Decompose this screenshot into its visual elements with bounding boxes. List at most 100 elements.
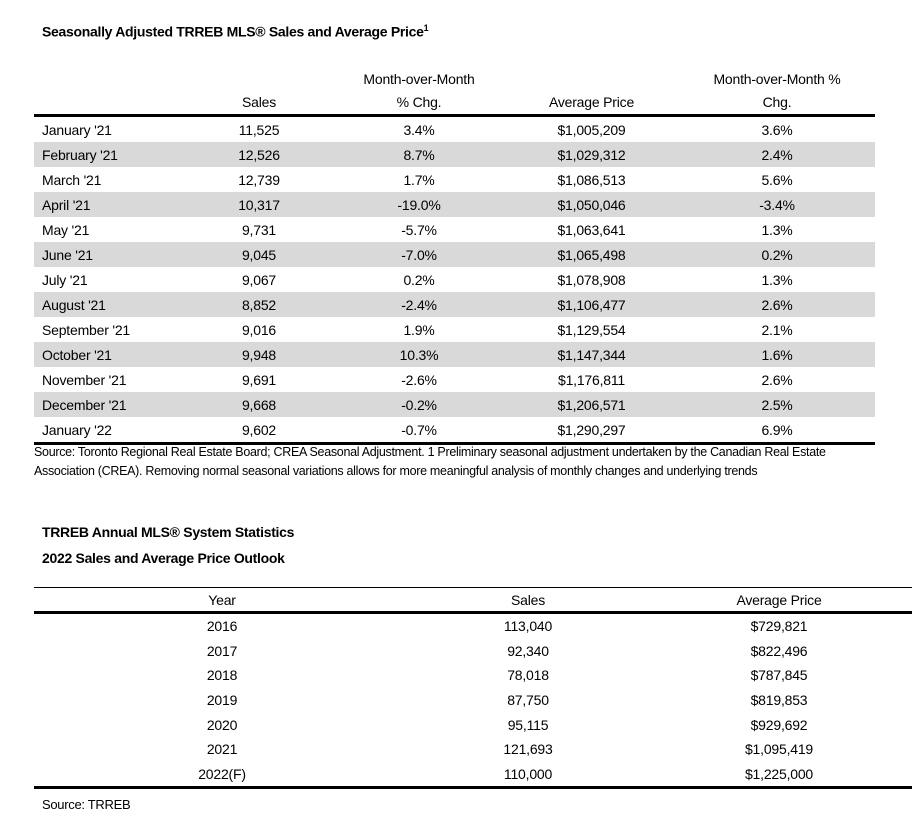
- table-row: 2018 78,018 $787,845: [34, 663, 912, 688]
- price-mom-cell: 2.6%: [761, 371, 793, 388]
- annual-source-note: Source: TRREB: [42, 797, 131, 812]
- mom-cell: 3.4%: [403, 121, 435, 138]
- price-mom-cell: 0.2%: [761, 246, 793, 263]
- avg-price-cell: $1,206,571: [557, 396, 626, 413]
- year-cell: 2019: [206, 692, 238, 709]
- avg-price-cell: $1,095,419: [744, 741, 814, 758]
- year-cell: 2018: [206, 667, 238, 684]
- month-cell: December '21: [42, 396, 127, 413]
- table-row: 2017 92,340 $822,496: [34, 639, 912, 664]
- mom-cell: -0.2%: [401, 396, 437, 413]
- month-cell: January '22: [34, 417, 184, 445]
- avg-price-cell: $822,496: [750, 642, 808, 659]
- price-mom-cell: 1.3%: [761, 221, 793, 238]
- table-row: January '22 9,602 -0.7% $1,290,297 6.9%: [34, 417, 875, 445]
- year-cell: 2022(F): [34, 761, 410, 790]
- price-mom-cell: 1.6%: [761, 346, 793, 363]
- month-cell: February '21: [42, 146, 118, 163]
- avg-price-cell: $1,086,513: [557, 171, 626, 188]
- price-mom-cell: 5.6%: [761, 171, 793, 188]
- avg-price-cell: $1,290,297: [504, 417, 679, 445]
- sales-cell: 121,693: [503, 741, 553, 758]
- mom-cell: -2.4%: [401, 296, 437, 313]
- avg-price-cell: $1,050,046: [557, 196, 626, 213]
- avg-price-cell: $929,692: [750, 716, 808, 733]
- avg-price-cell: $729,821: [750, 618, 808, 635]
- sales-cell: 113,040: [503, 618, 553, 635]
- table-row: November '21 9,691 -2.6% $1,176,811 2.6%: [34, 367, 875, 392]
- sales-cell: 9,668: [241, 396, 277, 413]
- month-cell: April '21: [42, 196, 91, 213]
- sales-cell: 9,602: [184, 417, 334, 445]
- sales-cell: 10,317: [238, 196, 280, 213]
- avg-price-cell: $1,225,000: [646, 761, 912, 790]
- table-row: June '21 9,045 -7.0% $1,065,498 0.2%: [34, 242, 875, 267]
- month-cell: July '21: [42, 271, 88, 288]
- avg-price-cell: $1,147,344: [557, 346, 626, 363]
- year-cell: 2021: [206, 741, 238, 758]
- price-mom-header: Month-over-Month % Chg.: [679, 68, 875, 117]
- month-cell: October '21: [42, 346, 112, 363]
- sales-cell: 12,739: [238, 171, 280, 188]
- year-header: Year: [34, 587, 410, 614]
- table-row: February '21 12,526 8.7% $1,029,312 2.4%: [34, 142, 875, 167]
- year-cell: 2017: [206, 642, 238, 659]
- header-row: Sales Month-over-Month% Chg. Average Pri…: [34, 68, 875, 117]
- mom-header: Month-over-Month% Chg.: [334, 68, 504, 117]
- monthly-source-note: Source: Toronto Regional Real Estate Boa…: [34, 445, 826, 478]
- table-row: January '21 11,525 3.4% $1,005,209 3.6%: [34, 116, 875, 143]
- table-row: October '21 9,948 10.3% $1,147,344 1.6%: [34, 342, 875, 367]
- table-row: May '21 9,731 -5.7% $1,063,641 1.3%: [34, 217, 875, 242]
- price-mom-cell: 2.4%: [761, 146, 793, 163]
- month-header: [34, 68, 184, 117]
- table-row: March '21 12,739 1.7% $1,086,513 5.6%: [34, 167, 875, 192]
- price-mom-cell: 2.5%: [761, 396, 793, 413]
- avg-price-cell: $1,176,811: [557, 371, 626, 388]
- sales-cell: 11,525: [238, 121, 280, 138]
- price-mom-cell: 2.1%: [761, 321, 793, 338]
- mom-cell: 1.9%: [403, 321, 435, 338]
- avg-price-cell: $1,029,312: [557, 146, 626, 163]
- annual-title: TRREB Annual MLS® System Statistics: [42, 524, 295, 540]
- sales-cell: 78,018: [507, 667, 549, 684]
- mom-cell: -5.7%: [401, 221, 437, 238]
- avg-price-header: Average Price: [504, 68, 679, 117]
- avg-price-cell: $1,078,908: [557, 271, 626, 288]
- sales-header: Sales: [184, 68, 334, 117]
- table-row: 2016 113,040 $729,821: [34, 613, 912, 639]
- mom-cell: -19.0%: [397, 196, 441, 213]
- mom-cell: 0.2%: [403, 271, 435, 288]
- avg-price-header: Average Price: [646, 587, 912, 614]
- table-row: July '21 9,067 0.2% $1,078,908 1.3%: [34, 267, 875, 292]
- sales-cell: 9,045: [241, 246, 277, 263]
- avg-price-cell: $1,005,209: [557, 121, 626, 138]
- sales-cell: 8,852: [241, 296, 277, 313]
- avg-price-cell: $1,106,477: [557, 296, 626, 313]
- price-mom-cell: 1.3%: [761, 271, 793, 288]
- sales-cell: 92,340: [507, 642, 549, 659]
- sales-cell: 9,731: [241, 221, 277, 238]
- title-text: Seasonally Adjusted TRREB MLS® Sales and…: [42, 23, 424, 40]
- table-row: 2021 121,693 $1,095,419: [34, 737, 912, 762]
- year-cell: 2016: [206, 618, 238, 635]
- monthly-sales-table: Sales Month-over-Month% Chg. Average Pri…: [34, 68, 875, 445]
- month-cell: May '21: [42, 221, 90, 238]
- table-row: April '21 10,317 -19.0% $1,050,046 -3.4%: [34, 192, 875, 217]
- sales-cell: 9,691: [241, 371, 277, 388]
- month-cell: June '21: [42, 246, 93, 263]
- mom-cell: 8.7%: [403, 146, 435, 163]
- sales-cell: 9,016: [241, 321, 277, 338]
- sales-cell: 95,115: [507, 716, 549, 733]
- month-cell: November '21: [42, 371, 127, 388]
- price-mom-cell: -3.4%: [759, 196, 795, 213]
- price-mom-cell: 2.6%: [761, 296, 793, 313]
- header-row: Year Sales Average Price: [34, 587, 912, 614]
- month-cell: January '21: [42, 121, 112, 138]
- monthly-table-title: Seasonally Adjusted TRREB MLS® Sales and…: [42, 23, 429, 40]
- annual-stats-table: Year Sales Average Price 2016 113,040 $729…: [34, 587, 912, 790]
- month-cell: September '21: [42, 321, 131, 338]
- sales-cell: 9,067: [241, 271, 277, 288]
- mom-cell: -0.7%: [334, 417, 504, 445]
- price-mom-cell: 6.9%: [679, 417, 875, 445]
- avg-price-cell: $819,853: [750, 692, 808, 709]
